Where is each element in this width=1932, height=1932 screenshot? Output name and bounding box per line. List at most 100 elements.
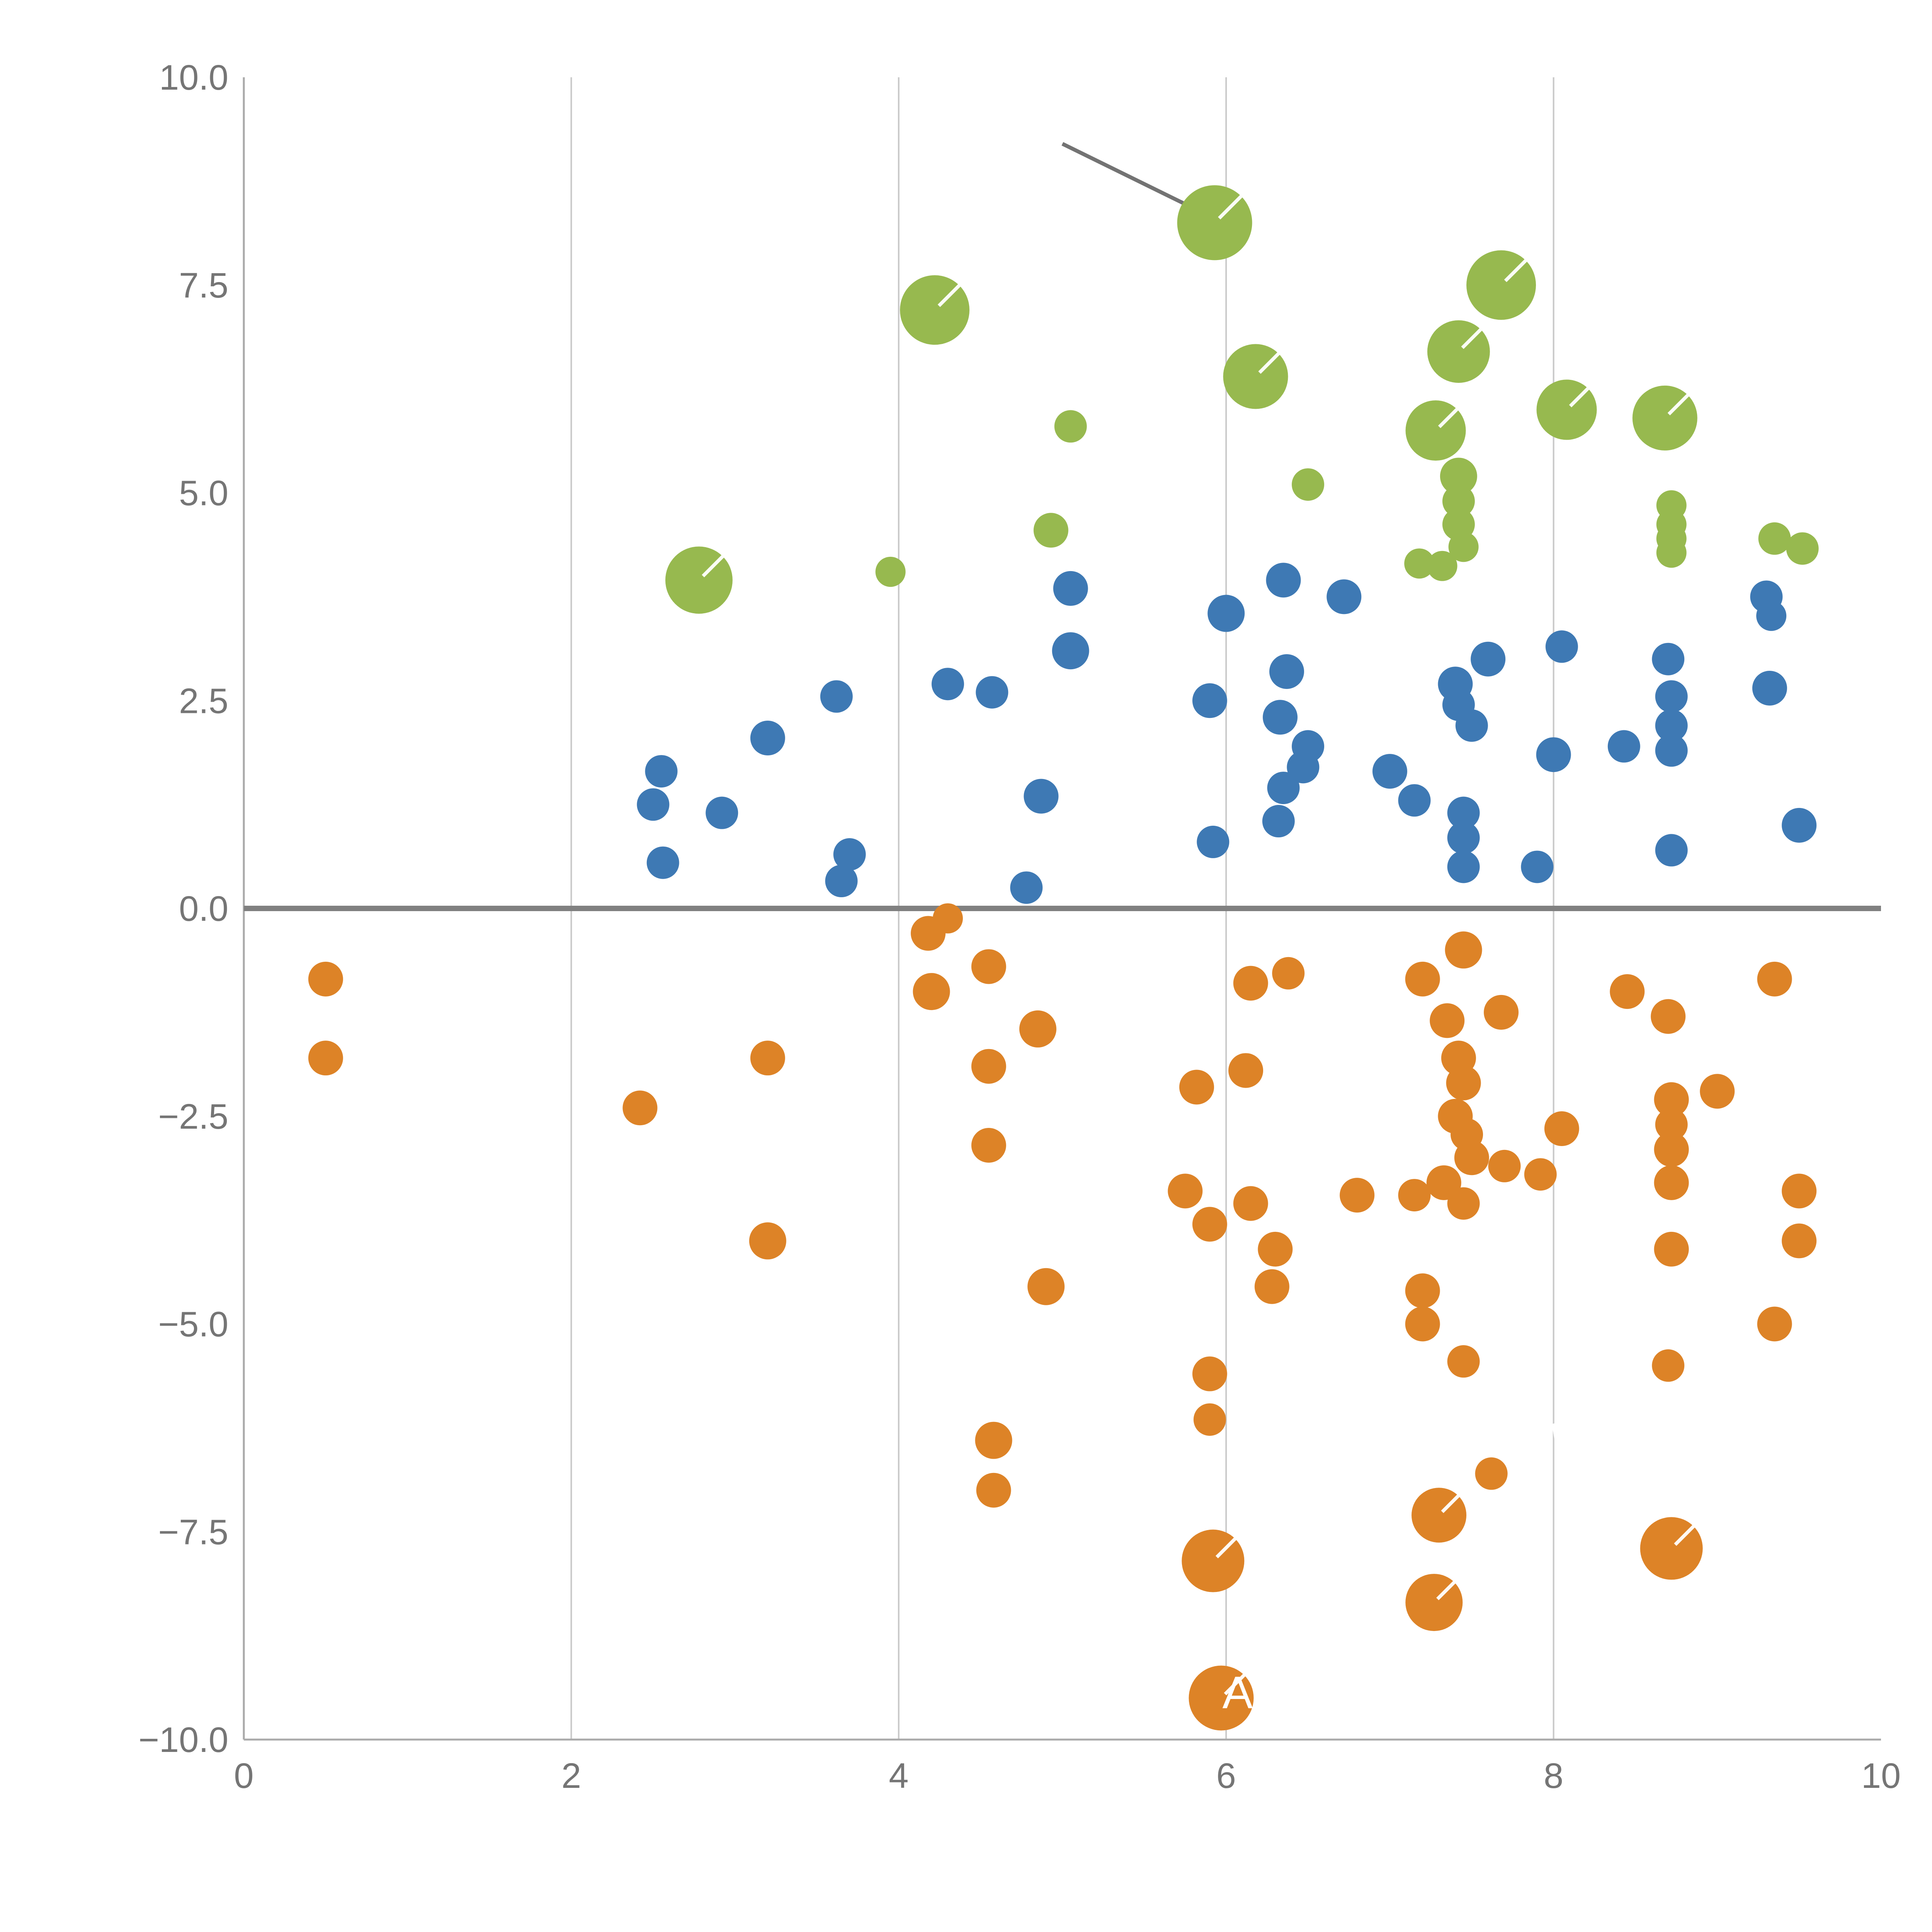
data-point-blue (1269, 654, 1304, 689)
x-axis-tick-label: 4 (889, 1756, 908, 1796)
bubble-highlight-mark (1438, 407, 1459, 428)
data-point-blue (1010, 871, 1043, 904)
y-axis-tick-label: −7.5 (158, 1512, 228, 1552)
data-point-orange (971, 949, 1006, 984)
data-point-orange (1655, 1108, 1688, 1141)
data-point-orange (1782, 1173, 1817, 1209)
data-point-blue (1655, 680, 1688, 713)
data-point-orange (1700, 1074, 1735, 1109)
data-point-orange (1447, 1187, 1480, 1220)
x-axis-tick-label: 10 (1861, 1756, 1901, 1796)
data-point-orange (1757, 1306, 1792, 1342)
data-point-blue (833, 838, 866, 871)
data-point-orange (1340, 1178, 1375, 1213)
data-point-orange (1654, 1165, 1689, 1200)
data-point-blue (1536, 737, 1571, 772)
data-point-blue (1455, 709, 1488, 742)
data-point-orange (1488, 1150, 1521, 1182)
data-point-green (1440, 457, 1477, 495)
bubble-highlight-mark (1569, 387, 1590, 408)
data-point-orange (1405, 1306, 1440, 1342)
data-point-orange (308, 1041, 343, 1076)
label-fragment (1555, 1677, 1562, 1695)
data-point-blue (1287, 751, 1320, 784)
data-point-orange (1782, 1223, 1817, 1259)
data-point-orange (1254, 1269, 1289, 1304)
data-point-orange (1430, 1003, 1465, 1038)
bubble-highlight-mark (1215, 1537, 1237, 1558)
data-point-blue (1607, 730, 1640, 763)
y-axis-tick-label: −10.0 (138, 1720, 228, 1760)
data-point-blue (1545, 630, 1578, 663)
data-point-blue (1447, 821, 1480, 854)
data-point-orange (1652, 1349, 1685, 1382)
data-point-orange (971, 1049, 1006, 1084)
data-point-blue (1447, 796, 1480, 829)
data-point-orange (913, 973, 950, 1010)
bubble-highlight-mark (1674, 1524, 1696, 1546)
y-axis-tick-label: 5.0 (179, 474, 228, 513)
data-point-green (1404, 548, 1435, 579)
data-point-blue (1327, 579, 1362, 614)
data-point-orange (1398, 1179, 1431, 1212)
bubble-highlight-mark (702, 554, 724, 578)
data-point-orange (1651, 999, 1686, 1034)
data-point-orange (1179, 1070, 1214, 1105)
data-point-green (1033, 513, 1068, 548)
y-axis-tick-label: −5.0 (158, 1305, 228, 1344)
data-point-blue (1263, 700, 1298, 735)
data-point-blue (1052, 632, 1089, 670)
data-point-orange (1454, 1140, 1489, 1175)
data-point-blue (637, 788, 670, 821)
data-point-orange (1426, 1165, 1461, 1200)
data-point-orange (1258, 1231, 1293, 1267)
data-point-green (1054, 410, 1087, 443)
data-point-orange (750, 1041, 785, 1076)
data-point-blue (1372, 754, 1407, 789)
point-label: A (1222, 1667, 1253, 1718)
bubble-highlight-mark (1258, 352, 1281, 374)
y-axis-tick-label: 2.5 (179, 681, 228, 721)
data-point-blue (750, 721, 785, 756)
data-point-blue (1752, 670, 1787, 706)
data-point-blue (931, 668, 964, 701)
data-point-blue (1655, 834, 1688, 867)
data-point-orange (1233, 1186, 1268, 1221)
bubble-highlight-mark (1667, 393, 1690, 416)
data-point-orange (1524, 1158, 1557, 1191)
bubble-highlight-mark (1461, 328, 1483, 349)
data-point-blue (1652, 643, 1685, 675)
data-point-blue (706, 796, 738, 829)
data-point-orange (749, 1222, 786, 1260)
data-point-orange (932, 903, 963, 934)
data-point-green (1786, 532, 1819, 565)
data-point-orange (1228, 1053, 1264, 1088)
data-point-blue (1053, 571, 1088, 606)
data-point-orange (1192, 1356, 1227, 1391)
x-axis-tick-label: 0 (234, 1756, 253, 1796)
data-point-orange (1027, 1268, 1065, 1305)
data-point-blue (1208, 595, 1245, 632)
data-point-orange (1610, 974, 1645, 1009)
y-axis-tick-label: 10.0 (159, 58, 228, 97)
data-point-blue (1655, 709, 1688, 742)
data-point-green (1448, 532, 1479, 562)
data-point-orange (1757, 961, 1792, 997)
data-point-blue (1267, 772, 1300, 804)
data-point-green (875, 556, 906, 587)
bubble-highlight-mark (1224, 1673, 1246, 1696)
data-point-orange (622, 1090, 658, 1126)
data-point-blue (1756, 600, 1787, 631)
data-point-green (1758, 522, 1791, 555)
data-point-blue (825, 865, 858, 898)
data-point-blue (1192, 683, 1227, 718)
x-axis-tick-label: 6 (1216, 1756, 1236, 1796)
data-point-orange (1654, 1082, 1689, 1117)
data-point-blue (1521, 850, 1554, 883)
data-point-orange (1193, 1403, 1226, 1436)
bubble-highlight-mark (1504, 259, 1527, 282)
data-point-orange (1405, 1273, 1440, 1308)
data-point-orange (1484, 995, 1519, 1030)
